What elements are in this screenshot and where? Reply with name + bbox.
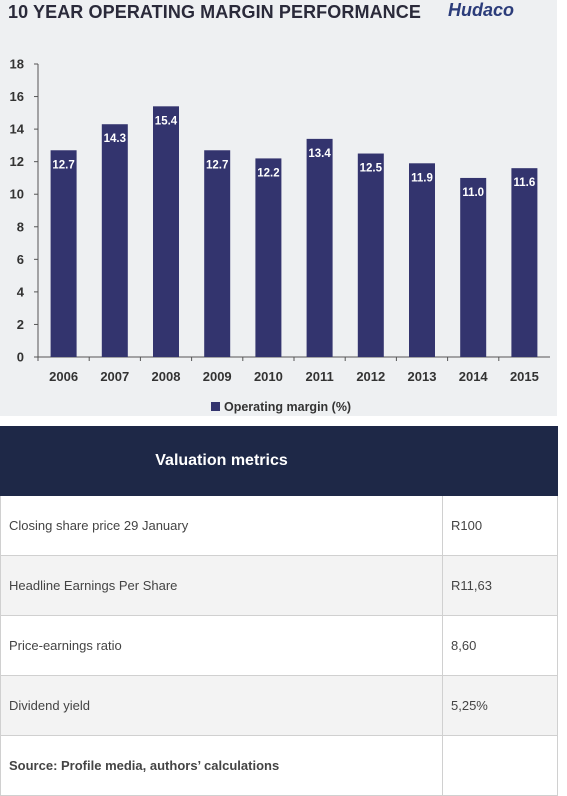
source-empty-cell: [442, 735, 558, 796]
bar-data-label: 15.4: [155, 115, 178, 127]
x-tick-label: 2009: [203, 369, 232, 384]
y-tick-label: 12: [10, 154, 24, 169]
valuation-metrics-table: Valuation metrics Closing share price 29…: [0, 426, 558, 796]
source-note: Source: Profile media, authors’ calculat…: [0, 735, 443, 796]
table-row: Headline Earnings Per Share R11,63: [0, 555, 558, 616]
legend-label: Operating margin (%): [224, 400, 351, 414]
table-source-row: Source: Profile media, authors’ calculat…: [0, 735, 558, 796]
bar: [255, 158, 282, 357]
metric-label: Dividend yield: [0, 675, 443, 736]
bar: [357, 153, 384, 357]
y-tick-label: 14: [10, 122, 25, 137]
bar-data-label: 12.2: [257, 167, 279, 179]
bar: [409, 163, 435, 357]
x-tick-label: 2006: [49, 369, 78, 384]
y-tick-label: 8: [17, 219, 24, 234]
table-row: Closing share price 29 January R100: [0, 495, 558, 556]
x-tick-label: 2014: [459, 369, 489, 384]
table-header: Valuation metrics: [0, 426, 443, 496]
table-header-row: Valuation metrics: [0, 426, 558, 496]
x-tick-label: 2011: [305, 369, 333, 384]
y-tick-label: 0: [17, 350, 24, 365]
chart-panel: 0 2 4 6 8 10 12 14 16 18 12.7 2006 14.3 2007 15.4 2008 1…: [0, 0, 557, 416]
bar-data-label: 11.9: [411, 172, 433, 184]
bar-data-label: 12.7: [52, 159, 74, 171]
table-header-empty-cell: [442, 426, 558, 496]
metric-value: 5,25%: [442, 675, 558, 736]
bar: [101, 124, 128, 357]
y-tick-label: 6: [17, 252, 24, 267]
table-row: Dividend yield 5,25%: [0, 675, 558, 736]
y-tick-label: 4: [17, 284, 25, 299]
legend-swatch: [211, 402, 220, 411]
metric-value: R11,63: [442, 555, 558, 616]
bar-chart: 0 2 4 6 8 10 12 14 16 18 12.7 2006 14.3 2007 15.4 2008 1…: [10, 57, 550, 414]
y-tick-label: 10: [10, 187, 24, 202]
x-tick-label: 2013: [408, 369, 437, 384]
bar: [306, 138, 333, 357]
bar: [153, 106, 179, 357]
y-tick-label: 18: [10, 57, 24, 72]
metric-value: 8,60: [442, 615, 558, 676]
x-tick-label: 2015: [510, 369, 539, 384]
x-tick-label: 2008: [152, 369, 181, 384]
brand-logo: Hudaco: [448, 0, 515, 20]
bar-data-label: 11.0: [462, 187, 484, 199]
y-tick-label: 2: [17, 317, 24, 332]
x-tick-label: 2012: [356, 369, 385, 384]
bar: [204, 150, 231, 357]
x-tick-label: 2007: [100, 369, 129, 384]
metric-label: Closing share price 29 January: [0, 495, 443, 556]
table-row: Price-earnings ratio 8,60: [0, 615, 558, 676]
y-tick-label: 16: [10, 89, 24, 104]
bar: [511, 168, 538, 357]
chart-title: 10 YEAR OPERATING MARGIN PERFORMANCE: [8, 2, 421, 22]
bar-data-label: 14.3: [104, 133, 126, 145]
bar-data-label: 12.7: [206, 159, 228, 171]
bar-data-label: 11.6: [514, 177, 536, 189]
metric-label: Headline Earnings Per Share: [0, 555, 443, 616]
x-tick-label: 2010: [254, 369, 283, 384]
bar: [460, 177, 487, 357]
bar: [50, 150, 77, 357]
bar-data-label: 13.4: [308, 148, 331, 160]
metric-value: R100: [442, 495, 558, 556]
metric-label: Price-earnings ratio: [0, 615, 443, 676]
bar-data-label: 12.5: [360, 163, 383, 175]
